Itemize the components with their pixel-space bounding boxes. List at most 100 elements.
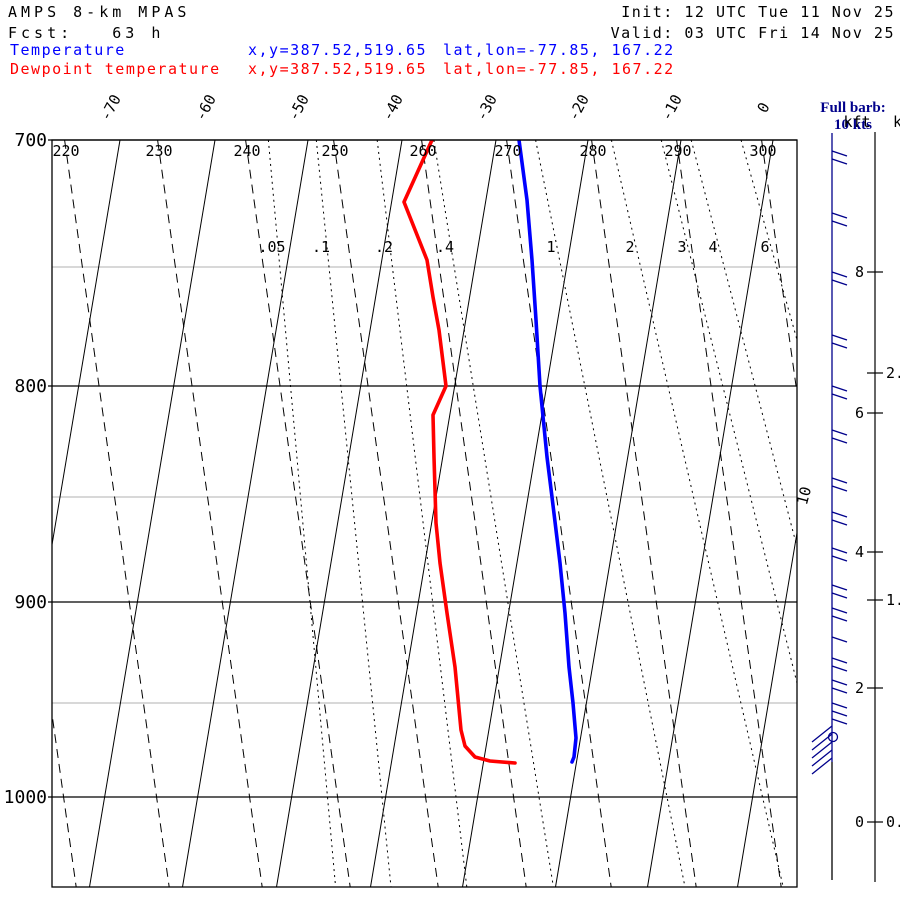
isotherm-line xyxy=(647,140,774,887)
wind-barb xyxy=(831,271,848,286)
dry-adiabat-label: 260 xyxy=(409,142,436,160)
mixing-ratio-line xyxy=(433,140,554,887)
wind-barb xyxy=(831,150,848,165)
kft-axis-unit: kft xyxy=(843,113,870,131)
kft-tick-label: 0 xyxy=(855,813,864,831)
wind-barb xyxy=(831,511,848,526)
valid-time: Valid: 03 UTC Fri 14 Nov 25 xyxy=(610,24,895,42)
mixing-ratio-label: .1 xyxy=(312,238,330,256)
dry-adiabat-line xyxy=(506,140,612,887)
dry-adiabat-line xyxy=(333,140,439,887)
isotherm-label: -30 xyxy=(472,91,501,123)
wind-barb xyxy=(831,547,848,562)
wind-barb xyxy=(831,477,848,492)
dewpoint-curve xyxy=(402,140,517,765)
wind-barb-tick xyxy=(831,279,848,286)
mixing-ratio-line xyxy=(660,140,797,686)
mixing-ratio-line xyxy=(535,140,686,887)
mixing-ratio-label: 2 xyxy=(625,238,634,256)
isotherm-line xyxy=(370,140,497,887)
pressure-label: 900 xyxy=(14,592,47,613)
wind-barb-tick xyxy=(831,511,848,518)
dry-adiabat-line xyxy=(591,140,697,887)
wind-barb-tick xyxy=(831,636,848,643)
wind-barb-tick xyxy=(831,342,848,349)
dry-adiabat-line xyxy=(421,140,527,887)
mixing-ratio-label: .4 xyxy=(436,238,454,256)
isotherm-line xyxy=(276,140,403,887)
isotherm-line xyxy=(89,140,216,887)
legend-dewpoint-xy: x,y=387.52,519.65 xyxy=(248,60,428,78)
plot-border xyxy=(51,139,798,888)
isotherm-label: -60 xyxy=(191,91,220,123)
mixing-ratio-line xyxy=(690,140,797,549)
isotherm-line xyxy=(555,140,682,887)
wind-barb-tick xyxy=(811,757,833,775)
mixing-ratio-line xyxy=(315,140,392,887)
dry-adiabat-label: 240 xyxy=(233,142,260,160)
isotherm-line xyxy=(737,529,797,887)
wind-barb-tick xyxy=(831,592,848,599)
mixing-ratio-line xyxy=(610,140,784,887)
wind-barb-tick xyxy=(831,437,848,444)
wind-barb-tick xyxy=(831,679,848,686)
wind-barb xyxy=(831,334,848,349)
isotherm-label-right-edge: 10 xyxy=(793,485,815,507)
pressure-label: 800 xyxy=(14,376,47,397)
mixing-ratio-line xyxy=(267,140,337,887)
dry-adiabat-line xyxy=(676,140,782,887)
mixing-ratio-label: .2 xyxy=(375,238,393,256)
dry-adiabat-line xyxy=(52,710,77,887)
wind-barb-legend: Full barb: 10 kts xyxy=(806,100,900,134)
isotherm-label: -40 xyxy=(378,91,407,123)
forecast-hour: Fcst: 63 h xyxy=(8,24,165,42)
dry-adiabat-label: 220 xyxy=(52,142,79,160)
wind-barb-tick xyxy=(831,212,848,219)
calm-wind-circle xyxy=(827,731,839,743)
legend-dewpoint-label: Dewpoint temperature xyxy=(10,60,221,78)
wind-barb-tick xyxy=(811,725,833,743)
wind-barb-tick xyxy=(831,615,848,622)
wind-barb-tick xyxy=(811,741,833,759)
legend-dewpoint-latlon: lat,lon=-77.85, 167.22 xyxy=(443,60,675,78)
kft-tick-label: 6 xyxy=(855,404,864,422)
wind-barb-tick xyxy=(831,220,848,227)
page-title: AMPS 8-km MPAS xyxy=(8,3,191,21)
wind-barb xyxy=(831,429,848,444)
km-tick-label: 2. xyxy=(886,364,900,382)
wind-barb-tick xyxy=(831,665,848,672)
km-axis-unit: km xyxy=(893,113,900,131)
dry-adiabat-line xyxy=(64,140,170,887)
wind-barb-tick xyxy=(831,718,848,725)
wind-barb-legend-line2: 10 kts xyxy=(834,117,872,133)
mixing-ratio-label: 4 xyxy=(708,238,717,256)
init-time: Init: 12 UTC Tue 11 Nov 25 xyxy=(621,3,895,21)
line-families xyxy=(52,140,797,887)
wind-barb xyxy=(831,636,848,643)
wind-barb-legend-line1: Full barb: xyxy=(820,100,886,116)
mixing-ratio-label: .05 xyxy=(258,238,285,256)
wind-barb-tick xyxy=(831,607,848,614)
wind-barb xyxy=(831,679,848,694)
km-tick-label: 1. xyxy=(886,591,900,609)
isotherm-label: 0 xyxy=(754,99,774,115)
legend-temperature-xy: x,y=387.52,519.65 xyxy=(248,41,428,59)
wind-barb-tick xyxy=(831,555,848,562)
km-tick-label: 0. xyxy=(886,813,900,831)
wind-barb xyxy=(831,702,848,725)
isotherm-line xyxy=(52,140,121,548)
kft-tick-label: 4 xyxy=(855,543,864,561)
wind-barb xyxy=(831,657,848,672)
dry-adiabat-label: 300 xyxy=(749,142,776,160)
dry-adiabat-label: 230 xyxy=(145,142,172,160)
dry-adiabat-label: 280 xyxy=(579,142,606,160)
isotherm-label: -10 xyxy=(657,91,686,123)
wind-barb-tick xyxy=(831,271,848,278)
wind-barb-tick xyxy=(831,334,848,341)
wind-barb-surface-cluster xyxy=(811,725,839,775)
wind-barb xyxy=(831,584,848,599)
pressure-label: 700 xyxy=(14,130,47,151)
wind-barb-tick xyxy=(831,477,848,484)
dry-adiabat-label: 270 xyxy=(494,142,521,160)
